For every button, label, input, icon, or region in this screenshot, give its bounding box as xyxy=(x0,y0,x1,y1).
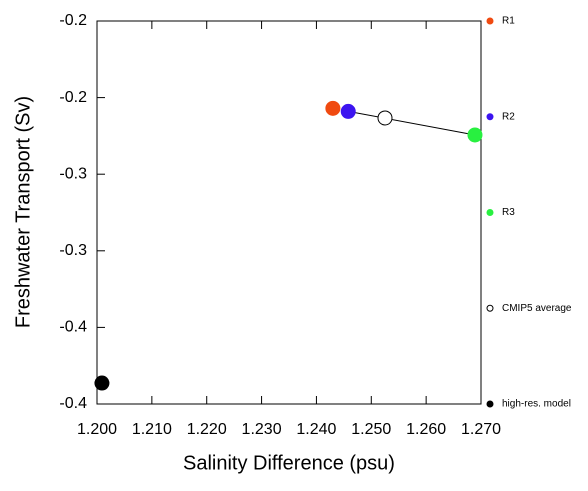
legend-label: high-res. model xyxy=(502,399,571,410)
legend-marker xyxy=(486,113,494,121)
legend-label: R2 xyxy=(502,111,515,122)
y-axis-title: Freshwater Transport (Sv) xyxy=(12,96,34,328)
point xyxy=(340,103,356,119)
x-tick-label: 1.260 xyxy=(406,421,446,438)
x-tick-label: 1.230 xyxy=(242,421,282,438)
plot-frame xyxy=(96,20,482,405)
legend-label: R1 xyxy=(502,16,515,27)
x-tick-label: 1.220 xyxy=(187,421,227,438)
point xyxy=(94,375,110,391)
legend-label: R3 xyxy=(502,207,515,218)
point xyxy=(325,100,341,116)
y-tick-label: -0.2 xyxy=(59,12,87,29)
legend-marker xyxy=(486,209,494,216)
y-tick-label: -0.3 xyxy=(59,242,87,259)
x-tick-label: 1.240 xyxy=(296,421,336,438)
y-tick-label: -0.3 xyxy=(59,165,87,182)
y-tick-label: -0.4 xyxy=(59,319,87,336)
y-tick-label: -0.4 xyxy=(59,395,87,412)
legend-marker xyxy=(486,400,494,408)
x-tick-label: 1.270 xyxy=(461,421,501,438)
x-tick-label: 1.250 xyxy=(351,421,391,438)
x-axis-title: Salinity Difference (psu) xyxy=(183,452,395,474)
legend-marker xyxy=(486,304,494,312)
x-tick-label: 1.200 xyxy=(77,421,117,438)
y-tick-label: -0.2 xyxy=(59,89,87,106)
point xyxy=(467,127,483,143)
legend-label: CMIP5 average xyxy=(502,303,572,314)
x-tick-label: 1.210 xyxy=(132,421,172,438)
fit-line xyxy=(348,110,476,136)
legend-marker xyxy=(486,17,494,25)
point xyxy=(377,110,393,126)
